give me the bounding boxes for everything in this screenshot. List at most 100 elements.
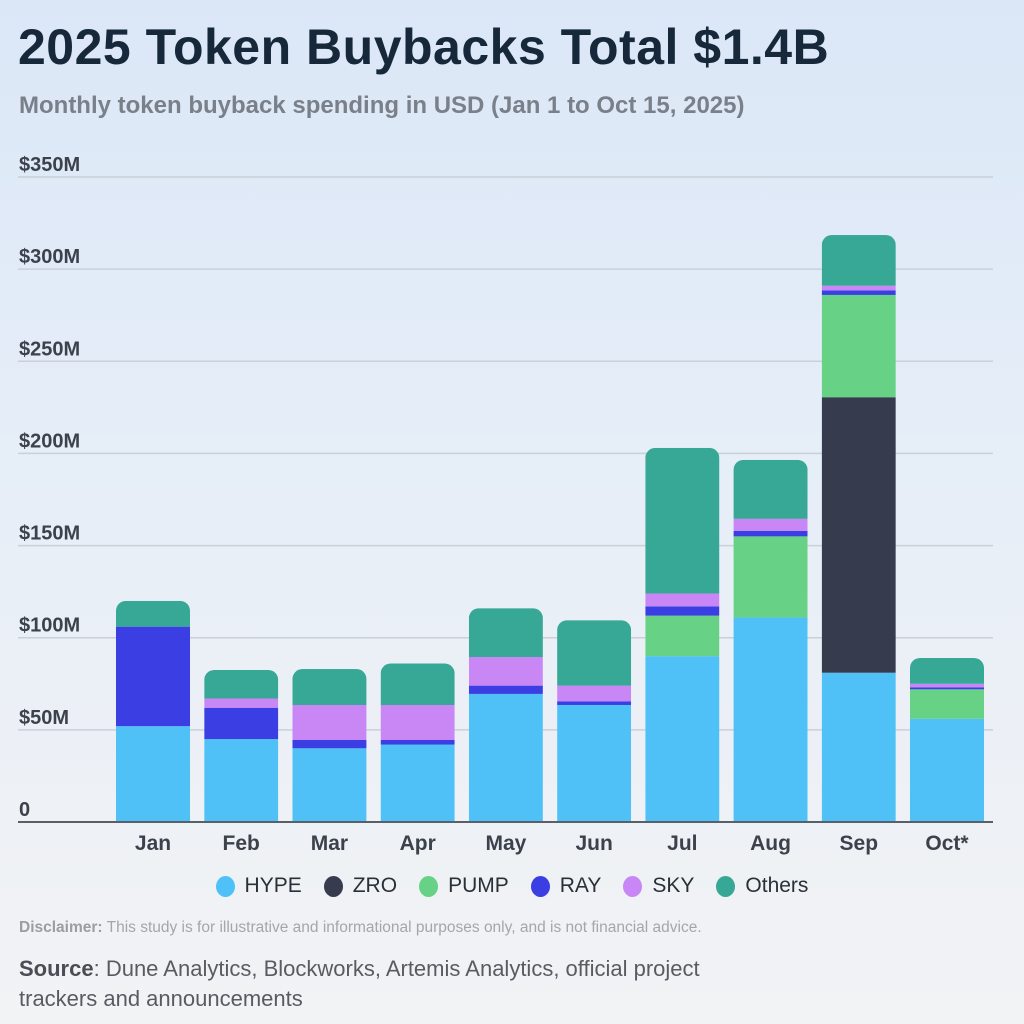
bar-segment-others: [733, 459, 808, 519]
bar-stack-Aug: [733, 459, 808, 822]
legend-item-hype: HYPE: [215, 874, 302, 898]
y-tick-label: $50M: [19, 707, 69, 729]
y-tick-label: $100M: [19, 615, 80, 637]
bar-stack-Jun: [557, 620, 632, 822]
bar-segment-sky: [733, 518, 808, 531]
disclaimer-label: Disclaimer:: [19, 919, 103, 936]
bar-segment-pump: [910, 689, 984, 719]
bar-segment-hype: [645, 656, 720, 822]
bar-stack-Feb: [204, 669, 279, 822]
source-label: Source: [19, 956, 94, 981]
legend-item-sky: SKY: [623, 874, 694, 898]
bar-segment-others: [116, 600, 190, 627]
bar-stack-Sep: [821, 235, 896, 822]
bar-segment-sky: [910, 683, 984, 688]
bar-segment-ray: [645, 606, 720, 616]
bar-stack-Apr: [380, 663, 455, 822]
bar-segment-sky: [380, 704, 455, 740]
bar-stack-Oct: [910, 657, 984, 822]
bar-segment-hype: [821, 672, 896, 822]
bar-segment-ray: [557, 701, 632, 705]
bar-segment-hype: [380, 744, 455, 822]
bar-segment-ray: [292, 739, 367, 749]
bar-segment-ray: [910, 687, 984, 690]
bar-segment-hype: [116, 726, 190, 822]
bar-segment-others: [380, 663, 455, 705]
source-text: : Dune Analytics, Blockworks, Artemis An…: [19, 956, 700, 1011]
legend: HYPE ZRO PUMP RAY SKY Others: [0, 874, 1024, 898]
legend-item-pump: PUMP: [419, 874, 509, 898]
bar-segment-zro: [821, 397, 896, 673]
x-tick-label: May: [485, 832, 526, 855]
legend-swatch: [623, 875, 643, 897]
bar-stack-Mar: [292, 669, 367, 822]
x-tick-label: Aug: [750, 832, 791, 855]
chart-subtitle: Monthly token buyback spending in USD (J…: [19, 92, 745, 119]
bar-segment-others: [645, 447, 720, 594]
x-tick-label: Jun: [575, 832, 612, 855]
x-tick-label: Jan: [135, 832, 171, 855]
bar-segment-ray: [380, 739, 455, 745]
disclaimer: Disclaimer: This study is for illustrati…: [19, 919, 702, 937]
bar-segment-hype: [733, 617, 808, 822]
legend-label: PUMP: [448, 874, 509, 897]
bar-segment-ray: [116, 626, 190, 727]
bar-segment-sky: [468, 657, 543, 686]
bar-stack-Jan: [116, 600, 190, 822]
legend-swatch: [215, 875, 235, 897]
x-tick-label: Apr: [400, 832, 436, 855]
bar-segment-others: [204, 669, 279, 699]
y-tick-label: 0: [19, 799, 30, 821]
bar-segment-sky: [557, 685, 632, 702]
bar-segment-sky: [821, 285, 896, 291]
legend-swatch: [323, 875, 343, 897]
stacked-bar-chart: 0 $50M $100M $150M $200M $250M $300M $350M Jan Fe…: [18, 154, 993, 855]
legend-item-zro: ZRO: [323, 874, 398, 898]
legend-label: HYPE: [244, 874, 302, 897]
bar-segment-hype: [204, 739, 279, 822]
bar-segment-hype: [910, 718, 984, 822]
legend-label: ZRO: [352, 874, 398, 897]
bar-segment-pump: [821, 294, 896, 398]
bar-segment-others: [821, 235, 896, 286]
bar-segment-pump: [733, 536, 808, 618]
y-tick-label: $250M: [19, 338, 80, 360]
x-tick-label: Oct*: [925, 832, 969, 855]
bar-segment-others: [292, 669, 367, 705]
source-note: Source: Dune Analytics, Blockworks, Arte…: [19, 954, 719, 1014]
bar-segment-hype: [557, 704, 632, 822]
bar-segment-others: [557, 620, 632, 686]
y-tick-label: $200M: [19, 430, 80, 452]
chart-title: 2025 Token Buybacks Total $1.4B: [18, 19, 830, 75]
bar-segment-others: [468, 608, 543, 658]
legend-item-others: Others: [716, 874, 808, 898]
bar-segment-pump: [645, 615, 720, 657]
y-tick-label: $150M: [19, 523, 80, 545]
bar-segment-sky: [645, 593, 720, 607]
y-tick-label: $350M: [19, 154, 80, 176]
x-tick-label: Feb: [223, 832, 260, 855]
bar-segment-ray: [468, 685, 543, 694]
bar-segment-sky: [292, 704, 367, 740]
legend-label: RAY: [559, 874, 602, 897]
x-tick-label: Mar: [311, 832, 348, 855]
bar-stack-Jul: [645, 447, 720, 822]
bar-segment-hype: [292, 748, 367, 822]
x-tick-label: Sep: [840, 832, 879, 855]
legend-swatch: [419, 875, 439, 897]
y-tick-label: $300M: [19, 246, 80, 268]
bar-segment-ray: [821, 290, 896, 295]
bar-stack-May: [468, 608, 543, 822]
legend-label: SKY: [652, 874, 695, 897]
legend-swatch: [716, 875, 736, 897]
disclaimer-text: This study is for illustrative and infor…: [102, 919, 702, 936]
x-tick-label: Jul: [667, 832, 697, 855]
bar-segment-ray: [204, 707, 279, 740]
bar-segment-ray: [733, 530, 808, 537]
bar-segment-others: [910, 657, 984, 684]
legend-swatch: [530, 875, 550, 897]
legend-item-ray: RAY: [530, 874, 602, 898]
bar-segment-sky: [204, 698, 279, 708]
bar-segment-hype: [468, 693, 543, 822]
legend-label: Others: [745, 874, 809, 897]
